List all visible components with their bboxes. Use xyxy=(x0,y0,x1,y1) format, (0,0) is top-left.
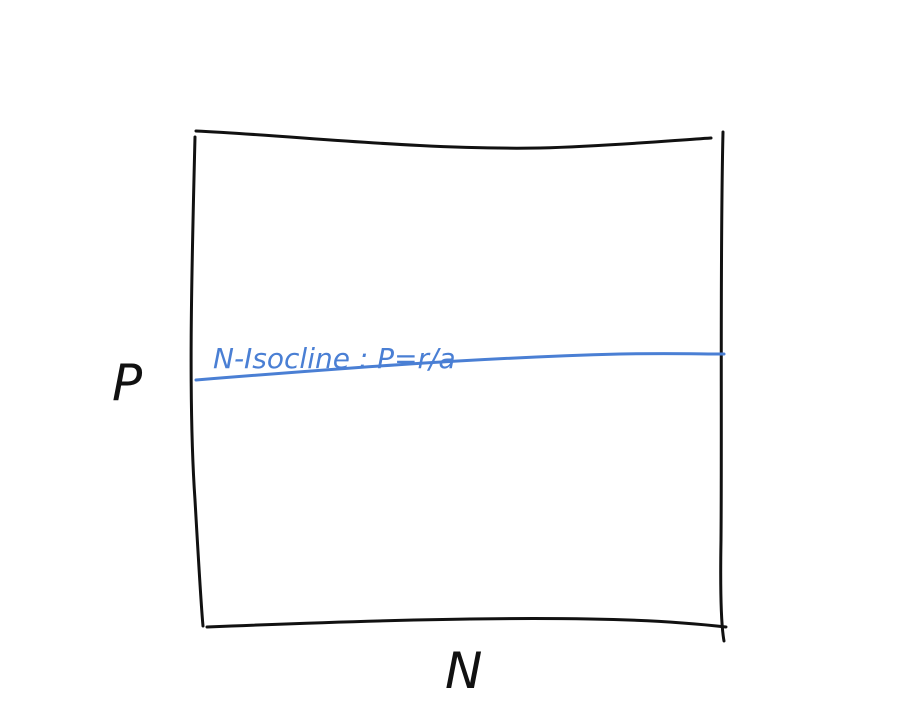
frame-bottom-edge xyxy=(205,617,728,629)
frame-top-edge xyxy=(194,129,713,150)
n-isocline-line xyxy=(194,352,726,382)
n-isocline-label: N-Isocline : P=r/a xyxy=(213,342,456,375)
frame-right-edge xyxy=(719,130,726,643)
x-axis-label: N xyxy=(445,642,482,700)
plot-frame xyxy=(189,129,728,643)
frame-left-edge xyxy=(189,135,205,628)
y-axis-label: P xyxy=(112,354,143,412)
